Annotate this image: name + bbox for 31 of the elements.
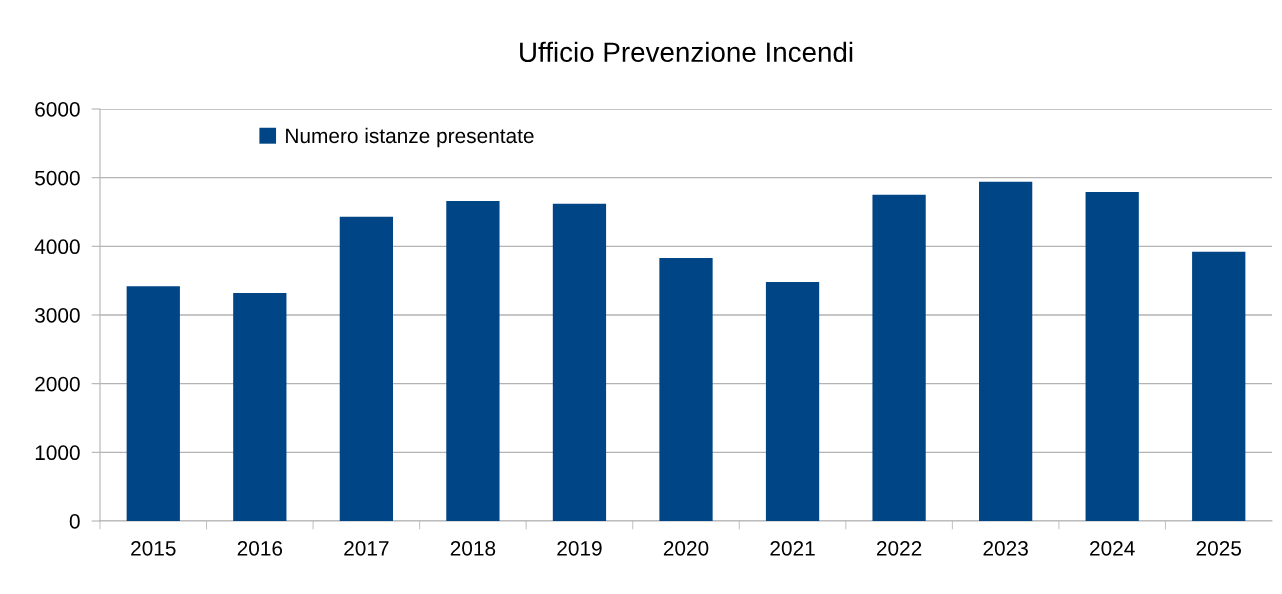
- x-tick-label: 2025: [1196, 540, 1242, 556]
- x-tick-label: 2019: [557, 540, 602, 556]
- bar: [233, 293, 287, 521]
- x-tick-label: 2023: [983, 540, 1028, 556]
- x-tick-label: 2016: [237, 540, 283, 556]
- bar: [552, 203, 607, 521]
- y-tick-label: 0: [69, 514, 80, 529]
- x-tick-label: 2021: [770, 540, 815, 556]
- x-tick-label: 2022: [876, 540, 922, 556]
- bar: [979, 181, 1033, 521]
- bar: [872, 194, 926, 521]
- bar: [659, 258, 713, 521]
- x-tick-label: 2024: [1090, 540, 1135, 556]
- x-tick-label: 2017: [344, 540, 389, 556]
- x-tick-label: 2015: [131, 540, 176, 556]
- y-tick-label: 5000: [35, 170, 80, 186]
- y-tick-label: 3000: [35, 308, 80, 323]
- y-tick-label: 4000: [34, 239, 80, 255]
- bar: [339, 216, 393, 521]
- bar: [1085, 192, 1139, 521]
- bar: [765, 282, 820, 521]
- bar: [1192, 251, 1246, 521]
- y-tick-label: 2000: [35, 376, 80, 392]
- bar: [446, 201, 500, 521]
- legend-label: Numero istanze presentate: [286, 127, 534, 148]
- bar: [126, 286, 180, 521]
- x-tick-label: 2020: [663, 540, 709, 556]
- y-tick-label: 1000: [35, 445, 80, 461]
- x-tick-label: 2018: [450, 540, 496, 556]
- chart-title: Ufficio Prevenzione Incendi: [520, 41, 853, 63]
- y-tick-label: 6000: [35, 102, 80, 117]
